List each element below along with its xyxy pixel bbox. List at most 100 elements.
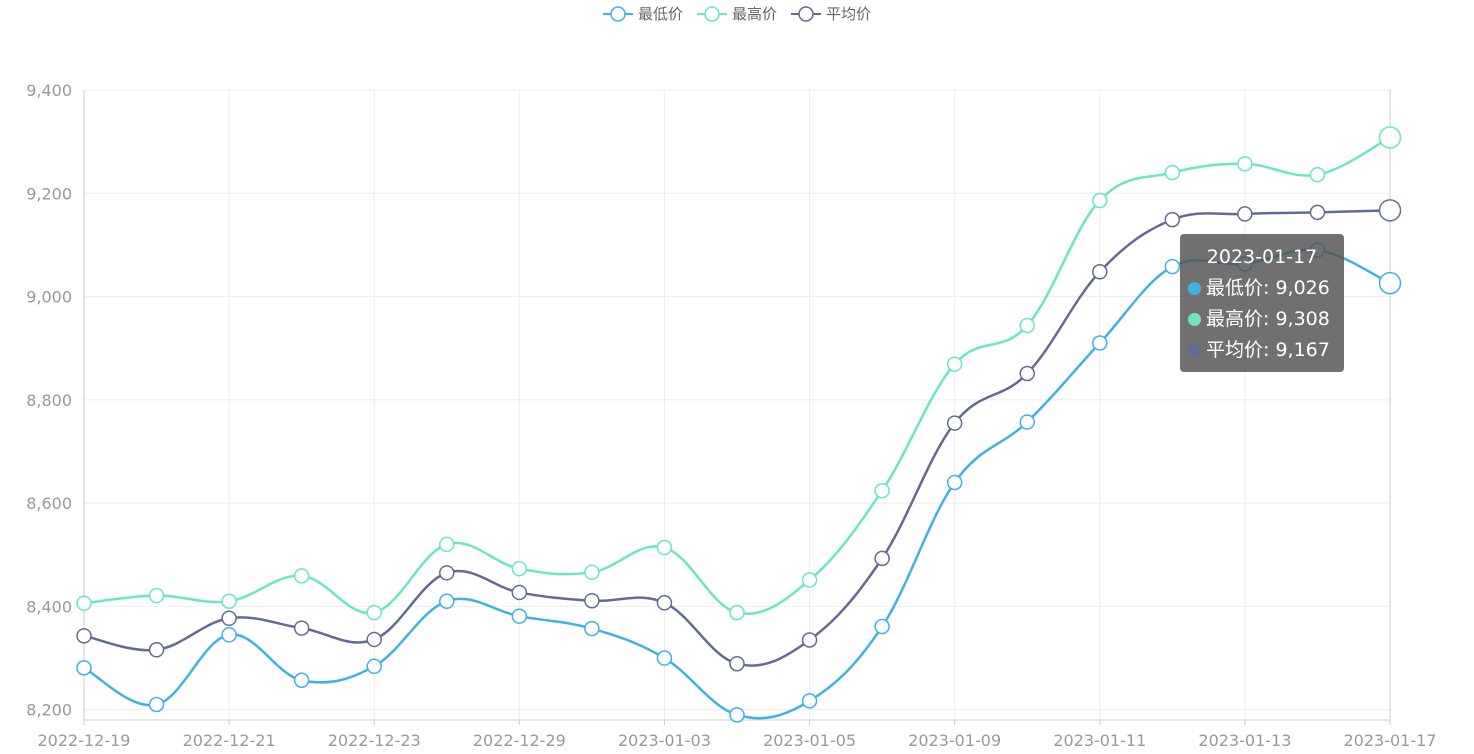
series-2 — [76, 199, 1402, 672]
data-point[interactable] — [1164, 258, 1181, 275]
series-line — [83, 209, 1391, 667]
data-point[interactable] — [366, 604, 382, 621]
x-tick-label: 2022-12-19 — [38, 731, 131, 750]
data-point[interactable] — [801, 632, 818, 648]
y-tick-label: 9,000 — [26, 288, 72, 307]
tooltip-row-label: 最高价: 9,308 — [1206, 308, 1330, 330]
data-point[interactable] — [1164, 211, 1181, 228]
data-point[interactable] — [1309, 166, 1326, 183]
data-point[interactable] — [148, 587, 165, 604]
data-point[interactable] — [76, 660, 92, 676]
series-1 — [76, 126, 1402, 621]
data-point[interactable] — [221, 627, 237, 643]
data-point[interactable] — [1378, 271, 1402, 295]
tooltip-row-label: 最低价: 9,026 — [1206, 277, 1330, 299]
y-tick-label: 9,200 — [26, 184, 72, 203]
legend-marker-icon — [696, 5, 727, 22]
data-point[interactable] — [801, 572, 818, 588]
y-tick-label: 9,400 — [26, 81, 72, 100]
data-point[interactable] — [946, 356, 963, 372]
data-point[interactable] — [76, 595, 92, 612]
data-point[interactable] — [439, 593, 455, 609]
y-tick-label: 8,600 — [26, 494, 72, 513]
legend-item-1[interactable]: 最高价 — [696, 3, 777, 24]
x-tick-label: 2023-01-17 — [1344, 731, 1437, 750]
grid — [83, 89, 1391, 720]
x-tick-label: 2023-01-11 — [1053, 731, 1146, 750]
data-point[interactable] — [1309, 204, 1326, 221]
data-point[interactable] — [1378, 126, 1402, 149]
data-point[interactable] — [801, 693, 818, 709]
chart-legend: 最低价 最高价 平均价 — [0, 3, 1474, 24]
y-tick-label: 8,800 — [26, 391, 72, 410]
chart-tooltip: 2023-01-17 最低价: 9,026 最高价: 9,308 平均价: 9,16… — [1180, 234, 1344, 372]
data-point[interactable] — [439, 536, 455, 553]
x-tick-label: 2023-01-13 — [1198, 731, 1291, 750]
y-tick-label: 8,200 — [26, 701, 72, 720]
data-point[interactable] — [1019, 414, 1035, 430]
data-point[interactable] — [584, 620, 600, 637]
data-point[interactable] — [1237, 156, 1253, 172]
data-point[interactable] — [511, 584, 528, 601]
data-point[interactable] — [1019, 365, 1035, 382]
x-tick-label: 2023-01-09 — [908, 731, 1001, 750]
series-line — [83, 136, 1391, 615]
data-point[interactable] — [366, 658, 382, 675]
legend-marker-icon — [791, 5, 821, 22]
data-point[interactable] — [148, 696, 165, 713]
x-tick-label: 2023-01-05 — [763, 731, 856, 750]
data-point[interactable] — [729, 604, 745, 621]
data-point[interactable] — [656, 539, 673, 556]
data-point[interactable] — [1092, 264, 1108, 280]
data-point[interactable] — [1378, 199, 1402, 222]
series-0 — [76, 242, 1402, 723]
legend-label: 平均价 — [826, 5, 872, 23]
data-point[interactable] — [946, 474, 963, 491]
data-point[interactable] — [874, 618, 890, 635]
data-point[interactable] — [584, 564, 600, 581]
legend-item-0[interactable]: 最低价 — [602, 3, 683, 24]
data-point[interactable] — [511, 560, 528, 577]
tooltip-row-label: 平均价: 9,167 — [1206, 339, 1330, 361]
tooltip-title: 2023-01-17 — [1206, 246, 1318, 268]
data-point[interactable] — [293, 620, 310, 636]
tooltip-row: 平均价: 9,167 — [1188, 335, 1336, 366]
data-point[interactable] — [1237, 206, 1253, 222]
x-tick-label: 2022-12-21 — [183, 731, 276, 750]
data-point[interactable] — [221, 593, 237, 609]
data-point[interactable] — [946, 415, 963, 431]
data-point[interactable] — [511, 608, 528, 624]
data-point[interactable] — [439, 565, 455, 581]
data-point[interactable] — [656, 595, 673, 611]
data-point[interactable] — [221, 610, 237, 627]
data-point[interactable] — [656, 650, 673, 666]
tooltip-row: 最低价: 9,026 — [1188, 273, 1336, 304]
data-point[interactable] — [76, 628, 92, 644]
data-point[interactable] — [148, 642, 165, 658]
tooltip-dot-icon — [1188, 282, 1201, 295]
legend-item-2[interactable]: 平均价 — [791, 3, 871, 24]
data-point[interactable] — [729, 707, 745, 723]
tooltip-dot-icon — [1188, 313, 1201, 326]
data-point[interactable] — [366, 631, 382, 648]
data-point[interactable] — [1092, 192, 1108, 209]
legend-label: 最低价 — [637, 5, 683, 23]
data-point[interactable] — [1092, 335, 1108, 351]
y-tick-label: 8,400 — [26, 597, 72, 616]
x-tick-label: 2022-12-23 — [328, 731, 421, 750]
data-point[interactable] — [293, 568, 310, 584]
data-point[interactable] — [874, 550, 890, 567]
tooltip-dot-icon — [1188, 344, 1201, 357]
x-tick-label: 2023-01-03 — [618, 731, 711, 750]
legend-marker-icon — [602, 5, 633, 22]
data-point[interactable] — [874, 482, 890, 499]
tooltip-row: 最高价: 9,308 — [1188, 304, 1336, 335]
data-point[interactable] — [584, 592, 600, 609]
x-tick-label: 2022-12-29 — [473, 731, 566, 750]
data-point[interactable] — [1164, 164, 1181, 181]
data-point[interactable] — [1019, 317, 1035, 334]
data-point[interactable] — [729, 655, 745, 672]
data-point[interactable] — [293, 672, 310, 688]
legend-label: 最高价 — [731, 5, 777, 23]
